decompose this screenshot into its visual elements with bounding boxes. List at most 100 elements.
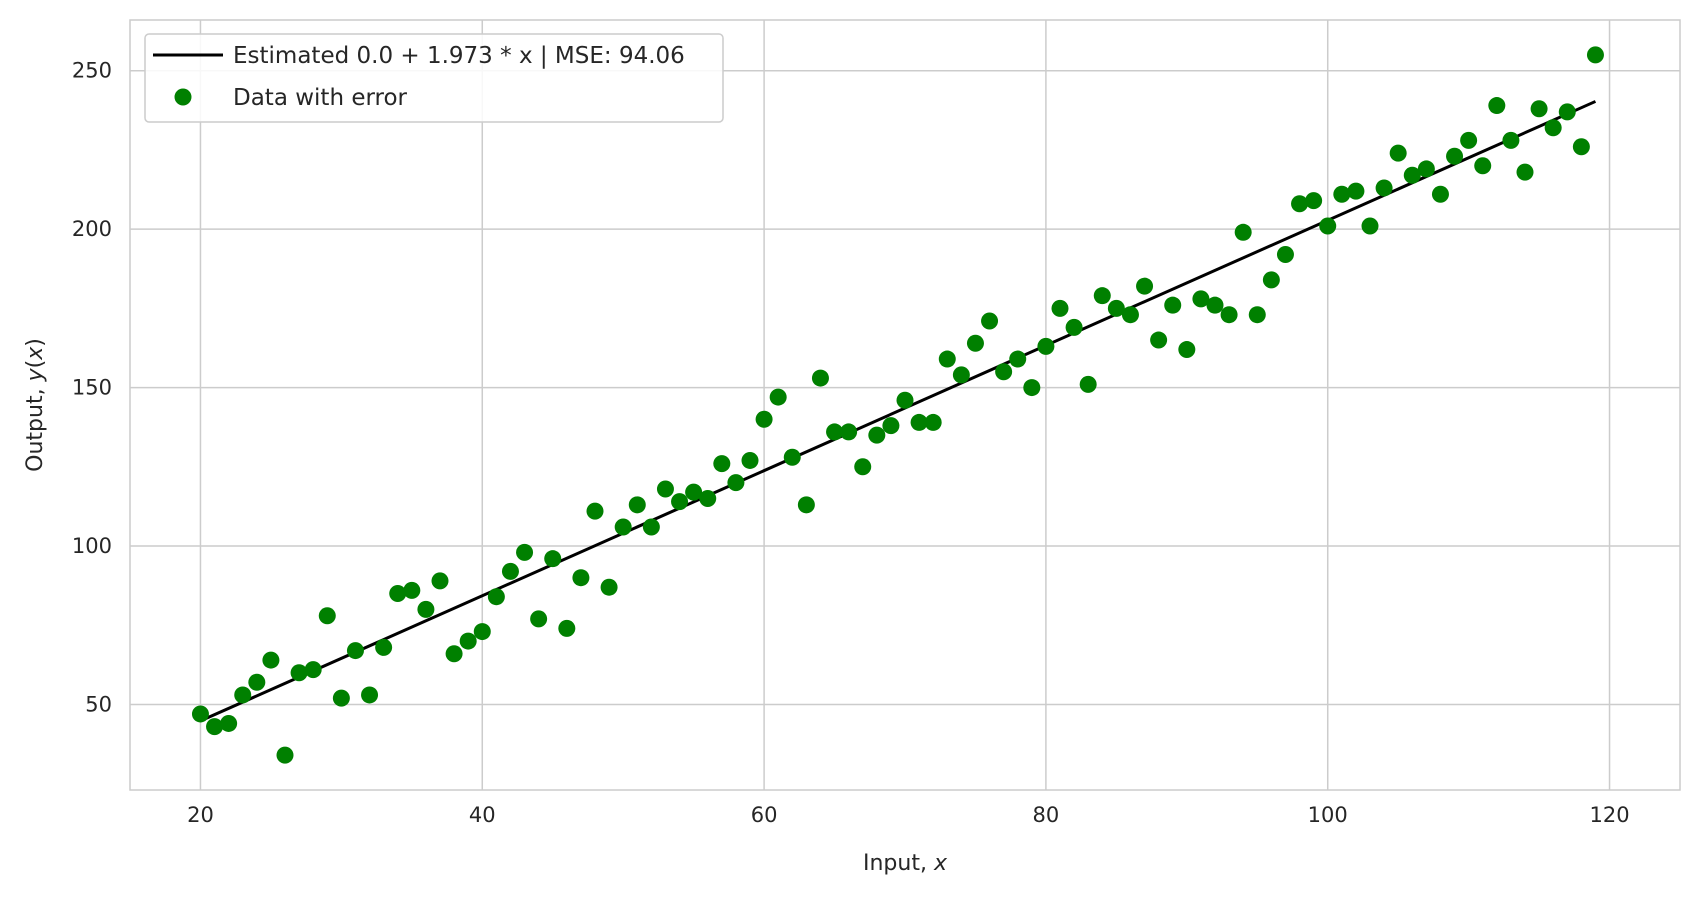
data-point [262, 651, 280, 669]
data-point [1460, 131, 1478, 149]
data-point [290, 664, 308, 682]
data-point [389, 585, 407, 603]
data-point [1150, 331, 1168, 349]
data-point [1107, 299, 1125, 317]
data-point [868, 426, 886, 444]
data-point [755, 410, 773, 428]
data-point [938, 350, 956, 368]
data-point [346, 642, 364, 660]
scatter-points [191, 46, 1604, 764]
data-point [1347, 182, 1365, 200]
data-point [1389, 144, 1407, 162]
data-point [417, 600, 435, 618]
data-point [1431, 185, 1449, 203]
x-axis-label: Input, x [863, 851, 948, 876]
data-point [769, 388, 787, 406]
data-point [995, 363, 1013, 381]
data-point [544, 550, 562, 568]
data-point [811, 369, 829, 387]
data-point [783, 448, 801, 466]
data-point [1446, 147, 1464, 165]
data-point [1136, 277, 1154, 295]
data-point [713, 455, 731, 473]
data-point [671, 493, 689, 511]
x-tick-label: 120 [1589, 803, 1629, 827]
data-point [276, 746, 294, 764]
data-point [952, 366, 970, 384]
data-point [1079, 375, 1097, 393]
data-point [1023, 379, 1041, 397]
data-point [840, 423, 858, 441]
data-point [1361, 217, 1379, 235]
y-axis-label: Output, y(x) [23, 338, 48, 472]
data-point [1488, 97, 1506, 115]
y-tick-label: 50 [85, 692, 112, 716]
y-tick-label: 250 [72, 59, 112, 83]
data-point [1319, 217, 1337, 235]
data-point [628, 496, 646, 514]
data-point [234, 686, 252, 704]
data-point [191, 705, 209, 723]
grid-lines [130, 20, 1680, 790]
data-point [642, 518, 660, 536]
data-point [459, 632, 477, 650]
x-tick-label: 20 [187, 803, 214, 827]
data-point [304, 661, 322, 679]
data-point [530, 610, 548, 628]
x-tick-label: 80 [1033, 803, 1060, 827]
legend-label-data: Data with error [233, 85, 408, 111]
data-point [516, 543, 534, 561]
data-point [1093, 287, 1111, 305]
data-point [614, 518, 632, 536]
data-point [1065, 318, 1083, 336]
data-point [1276, 245, 1294, 263]
data-point [1403, 166, 1421, 184]
legend-scatter-swatch [174, 88, 192, 106]
data-point [685, 483, 703, 501]
data-point [600, 578, 618, 596]
data-point [487, 588, 505, 606]
data-point [375, 638, 393, 656]
data-point [1206, 296, 1224, 314]
x-tick-label: 40 [469, 803, 496, 827]
data-point [1291, 195, 1309, 213]
data-point [1474, 157, 1492, 175]
data-point [1530, 100, 1548, 118]
data-point [727, 474, 745, 492]
data-point [1586, 46, 1604, 64]
data-point [966, 334, 984, 352]
data-point [1544, 119, 1562, 137]
data-point [1009, 350, 1027, 368]
data-point [558, 619, 576, 637]
x-tick-label: 60 [751, 803, 778, 827]
data-point [699, 489, 717, 507]
y-tick-labels: 50 100 150 200 250 [72, 59, 112, 717]
data-point [473, 623, 491, 641]
data-point [797, 496, 815, 514]
legend: Estimated 0.0 + 1.973 * x | MSE: 94.06 D… [144, 33, 724, 123]
data-point [1248, 306, 1266, 324]
data-point [882, 417, 900, 435]
data-point [826, 423, 844, 441]
data-point [1262, 271, 1280, 289]
data-point [361, 686, 379, 704]
data-point [1417, 160, 1435, 178]
fit-line [199, 100, 1597, 723]
data-point [910, 413, 928, 431]
data-point [896, 391, 914, 409]
plot-frame [129, 19, 1681, 791]
data-point [1305, 192, 1323, 210]
data-point [248, 673, 266, 691]
y-tick-label: 150 [72, 376, 112, 400]
data-point [1121, 306, 1139, 324]
data-point [403, 581, 421, 599]
fit-line-layer [199, 100, 1597, 723]
data-point [431, 572, 449, 590]
data-point [206, 718, 224, 736]
data-point [1516, 163, 1534, 181]
data-point [1502, 131, 1520, 149]
data-point [1572, 138, 1590, 156]
data-point [1178, 341, 1196, 359]
data-point [445, 645, 463, 663]
data-point [1164, 296, 1182, 314]
